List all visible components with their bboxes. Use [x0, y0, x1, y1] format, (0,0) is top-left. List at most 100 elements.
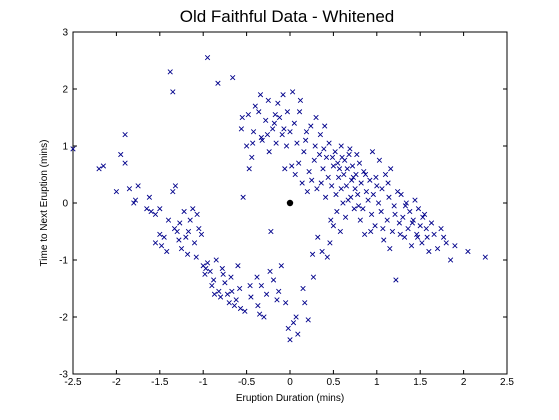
data-point — [217, 294, 224, 300]
x-tick-labels: -2.5 -2 -1.5 -1 -0.5 0 0.5 1 1.5 2 2.5 — [64, 377, 514, 388]
x-tick-label: -2 — [112, 377, 121, 388]
data-point — [257, 92, 264, 98]
data-point — [122, 160, 128, 166]
data-point — [273, 140, 279, 146]
data-point — [265, 97, 271, 104]
data-point — [172, 183, 179, 189]
data-point — [196, 226, 202, 232]
data-point — [193, 254, 199, 260]
data-point — [311, 157, 317, 163]
data-point — [263, 291, 270, 297]
data-point — [118, 151, 124, 158]
data-point — [414, 231, 420, 237]
data-point — [415, 206, 422, 212]
data-point — [257, 311, 263, 317]
data-point — [354, 151, 360, 158]
data-point — [389, 228, 396, 235]
data-point — [187, 217, 193, 223]
data-point — [356, 160, 363, 166]
data-point — [408, 243, 415, 249]
data-point — [135, 183, 141, 189]
data-point — [328, 217, 334, 223]
y-tick-label: 0 — [62, 199, 68, 210]
y-tick-labels: -3 -2 -1 0 1 2 3 — [59, 28, 68, 381]
data-point — [161, 234, 167, 240]
data-point — [329, 154, 336, 161]
data-point — [131, 200, 137, 206]
data-point — [291, 120, 297, 126]
data-point — [194, 211, 200, 218]
data-point — [272, 112, 278, 118]
data-point — [397, 231, 403, 237]
data-point — [299, 180, 305, 186]
data-point — [326, 140, 332, 146]
data-point — [152, 240, 159, 246]
data-point — [345, 197, 351, 203]
data-point — [409, 220, 416, 226]
data-point — [387, 245, 393, 252]
data-point — [318, 180, 324, 186]
data-point — [381, 237, 387, 243]
data-point — [357, 217, 363, 223]
data-point — [325, 174, 331, 180]
data-point — [165, 217, 172, 223]
data-point — [400, 214, 406, 220]
data-point — [226, 300, 232, 306]
data-point — [306, 169, 312, 175]
data-point — [447, 257, 454, 263]
data-point — [378, 208, 384, 215]
data-point — [157, 206, 163, 212]
data-point — [210, 277, 217, 283]
data-point — [365, 197, 371, 203]
data-point — [164, 248, 170, 255]
data-point — [303, 137, 309, 143]
data-point — [303, 129, 310, 135]
data-point — [358, 180, 364, 186]
data-point — [338, 186, 344, 192]
data-point — [322, 123, 328, 129]
data-point — [230, 74, 236, 81]
data-point — [275, 100, 281, 106]
data-point — [290, 320, 297, 326]
data-point — [340, 200, 346, 206]
data-point — [207, 268, 213, 275]
data-point — [126, 186, 133, 192]
data-point — [382, 171, 389, 178]
data-point — [231, 302, 238, 309]
data-point — [421, 211, 428, 218]
data-point — [185, 228, 192, 235]
data-point — [401, 234, 408, 240]
data-point — [250, 140, 256, 146]
data-point — [157, 231, 163, 237]
data-point — [355, 203, 362, 209]
data-points — [70, 55, 488, 343]
data-point — [385, 180, 391, 186]
data-point — [176, 237, 182, 243]
data-point — [293, 314, 299, 320]
data-point — [278, 263, 284, 269]
data-point — [304, 188, 310, 195]
data-point — [178, 245, 185, 252]
data-point — [190, 206, 196, 212]
data-point — [213, 257, 219, 263]
data-point — [351, 206, 357, 212]
data-point — [252, 103, 258, 109]
data-point — [204, 260, 211, 266]
data-point — [386, 194, 392, 200]
data-point — [419, 240, 425, 246]
x-tick-label: 2 — [461, 377, 467, 388]
data-point — [403, 200, 409, 206]
data-point — [100, 163, 106, 169]
data-point — [198, 231, 205, 237]
x-tick-label: -2.5 — [64, 377, 82, 388]
data-point — [372, 223, 378, 229]
y-tick-label: 1 — [62, 142, 68, 153]
data-point — [177, 220, 183, 226]
data-point — [280, 92, 286, 98]
data-point — [279, 131, 285, 138]
data-point — [313, 114, 319, 121]
data-point — [167, 69, 173, 75]
y-tick-label: 2 — [62, 85, 68, 96]
data-point — [363, 188, 370, 195]
data-point — [321, 146, 327, 152]
